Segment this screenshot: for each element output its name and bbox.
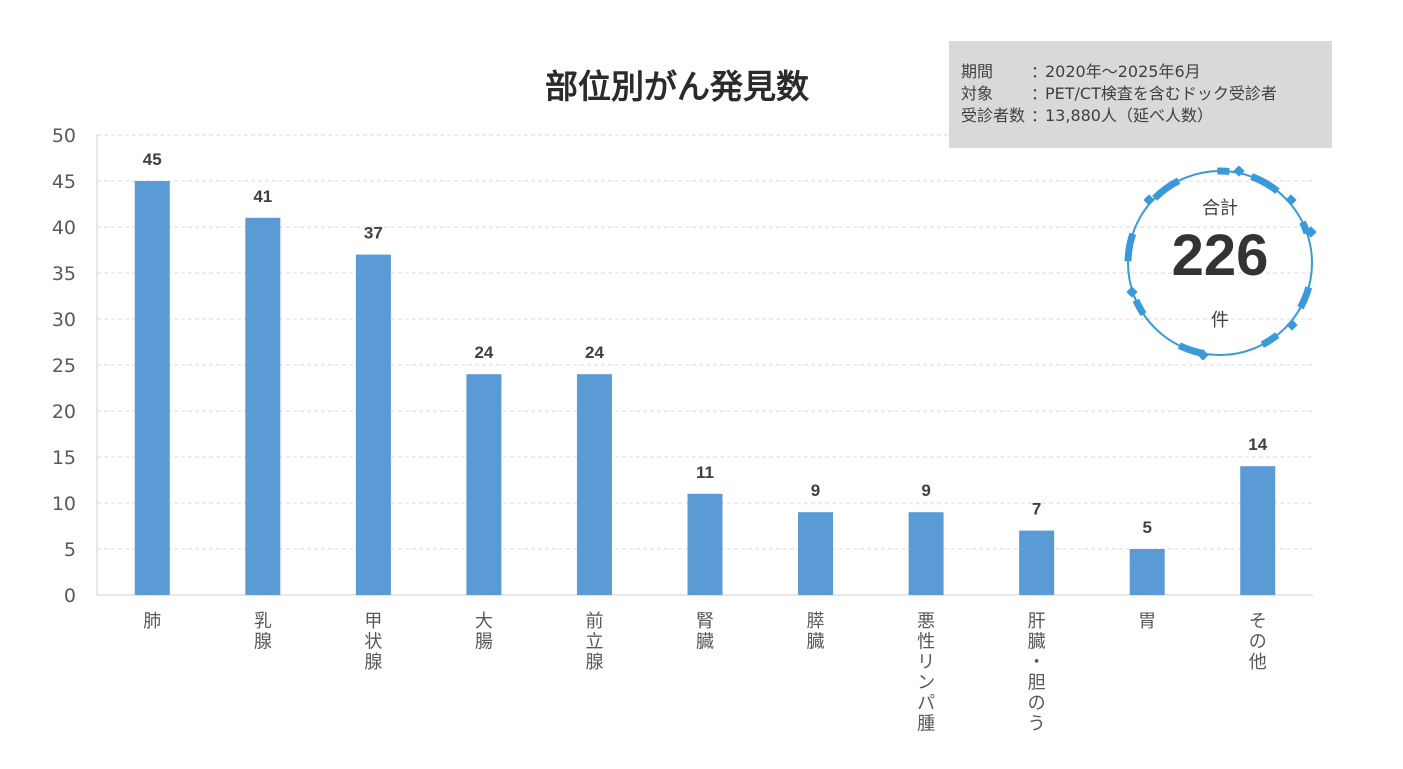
info-box: 期間 ： 2020年～2025年6月 対象 ： PET/CT検査を含むドック受診…: [949, 41, 1332, 148]
y-tick-label: 30: [52, 309, 76, 331]
ring-diamonds: [1126, 165, 1317, 361]
info-separator: ：: [1031, 106, 1048, 125]
info-row-period: 期間 ： 2020年～2025年6月: [961, 61, 1332, 83]
bar: [134, 181, 170, 595]
bar: [466, 374, 502, 595]
info-key: 受診者数: [961, 106, 1026, 125]
x-tick-label: 乳腺: [254, 611, 272, 653]
x-tick-label: 肺: [143, 611, 161, 632]
info-separator: ：: [1031, 84, 1048, 103]
data-label: 24: [585, 343, 604, 362]
total-badge: 合計 226 件: [1123, 165, 1317, 361]
bar: [908, 512, 944, 595]
x-tick-label: 肝臓・胆のう: [1028, 611, 1046, 735]
data-label: 9: [921, 481, 930, 500]
bar: [1019, 530, 1055, 595]
y-tick-label: 45: [52, 171, 76, 193]
data-label: 14: [1248, 435, 1267, 454]
info-key: 期間: [961, 62, 994, 81]
info-row-examinees: 受診者数 ： 13,880人（延べ人数）: [961, 105, 1332, 127]
info-value: 2020年～2025年6月: [1045, 62, 1201, 81]
info-value: PET/CT検査を含むドック受診者: [1045, 84, 1277, 103]
x-tick-label: その他: [1249, 611, 1267, 673]
data-label: 5: [1142, 518, 1151, 537]
total-caption: 合計: [1202, 198, 1238, 219]
x-tick-label: 腎臓: [696, 611, 714, 653]
bar: [687, 493, 723, 595]
x-tick-label: 悪性リンパ腫: [917, 611, 935, 735]
data-label: 37: [364, 224, 383, 243]
x-tick-label: 胃: [1138, 611, 1156, 632]
x-tick-label: 前立腺: [585, 611, 603, 673]
info-separator: ：: [1031, 62, 1048, 81]
bar: [1240, 466, 1276, 595]
bar: [1129, 549, 1165, 595]
data-label: 9: [811, 481, 820, 500]
y-tick-label: 0: [64, 585, 76, 607]
bar: [245, 217, 281, 596]
y-tick-label: 40: [52, 217, 76, 239]
y-tick-label: 35: [52, 263, 76, 285]
chart-title: 部位別がん発見数: [545, 67, 809, 106]
y-tick-label: 20: [52, 401, 76, 423]
y-tick-label: 5: [64, 539, 76, 561]
info-key: 対象: [961, 84, 994, 103]
x-tick-label: 膵臓: [807, 611, 825, 653]
x-tick-label: 甲状腺: [364, 611, 382, 673]
info-row-target: 対象 ： PET/CT検査を含むドック受診者: [961, 83, 1332, 105]
y-tick-label: 50: [52, 125, 76, 147]
y-tick-label: 10: [52, 493, 76, 515]
bar: [355, 254, 391, 595]
data-label: 41: [253, 187, 272, 206]
data-label: 45: [143, 150, 162, 169]
y-tick-label: 25: [52, 355, 76, 377]
bar: [798, 512, 834, 595]
data-label: 7: [1032, 500, 1041, 519]
total-ring: [1124, 165, 1317, 361]
info-value: 13,880人（延べ人数）: [1045, 106, 1213, 125]
total-unit: 件: [1211, 310, 1229, 331]
data-label: 11: [696, 463, 714, 482]
total-value: 226: [1171, 223, 1269, 288]
y-tick-label: 15: [52, 447, 76, 469]
bar: [576, 374, 612, 595]
data-label: 24: [474, 343, 493, 362]
x-tick-label: 大腸: [475, 611, 493, 653]
